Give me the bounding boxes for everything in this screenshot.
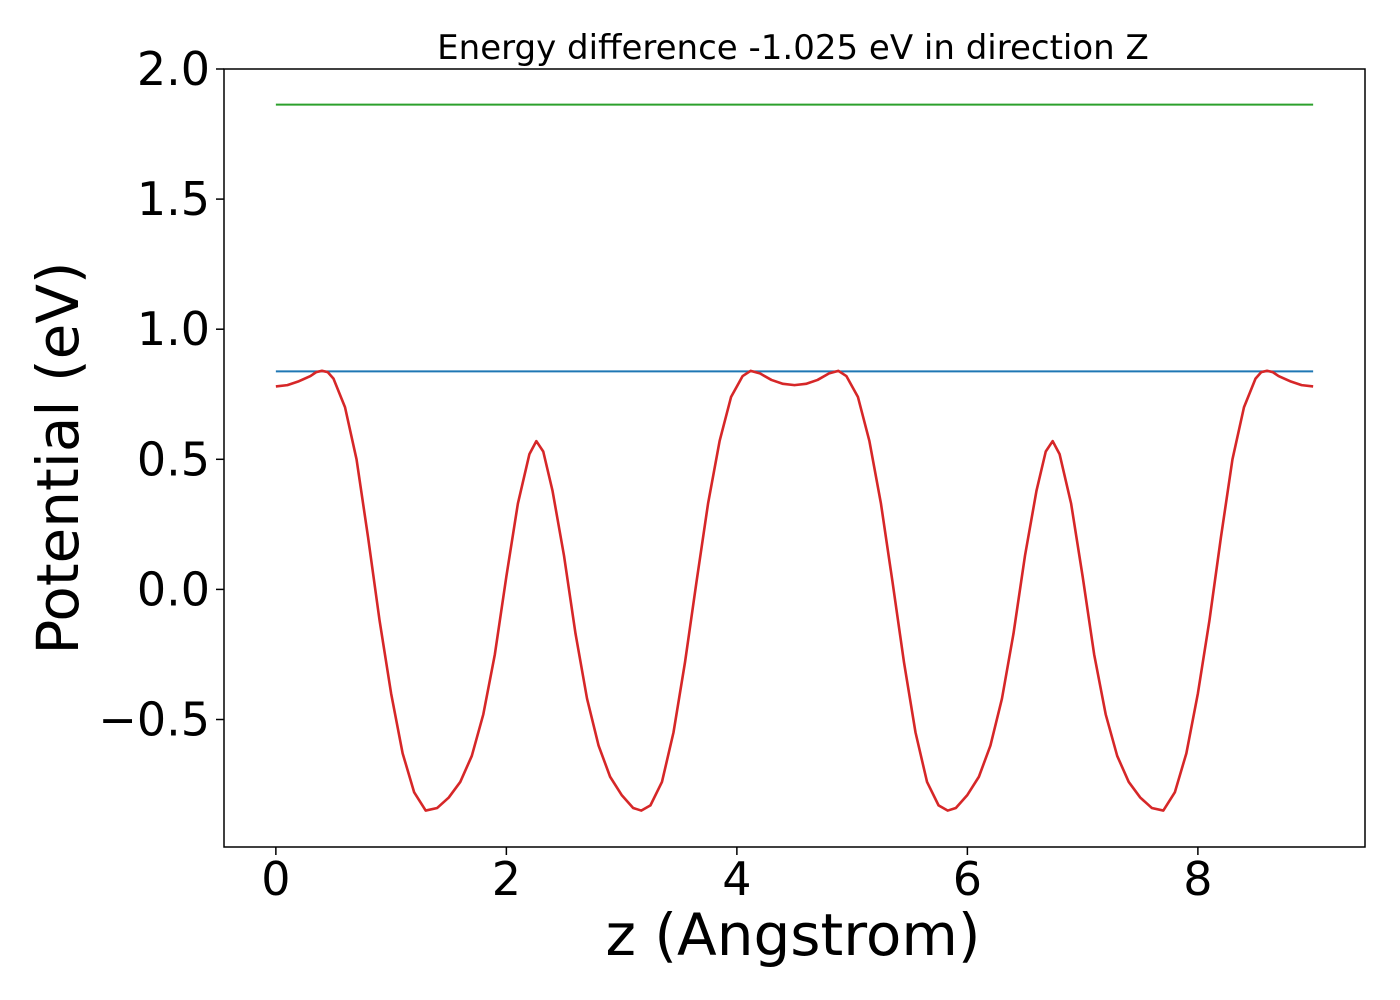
y-tick-label: 2.0	[137, 42, 210, 96]
potential-curve-0	[275, 369, 1314, 812]
axes-frame	[223, 68, 1366, 848]
y-tick-label: 0.0	[137, 562, 210, 616]
x-axis: 0 2 4 6 8	[261, 847, 1213, 906]
x-tick-label: 0	[261, 852, 290, 906]
x-tick-label: 8	[1183, 852, 1212, 906]
x-axis-label: z (Angstrom)	[606, 901, 981, 969]
x-tick-label: 4	[722, 852, 751, 906]
y-axis: −0.5 0.0 0.5 1.0 1.5 2.0	[98, 42, 224, 747]
y-tick-label: 0.5	[137, 432, 210, 486]
plot-area	[275, 103, 1314, 812]
chart-title: Energy difference -1.025 eV in direction…	[437, 28, 1149, 68]
x-tick-label: 6	[953, 852, 982, 906]
y-tick-label: 1.0	[137, 302, 210, 356]
y-tick-label: −0.5	[98, 693, 210, 747]
y-axis-label: Potential (eV)	[24, 261, 92, 654]
x-tick-label: 2	[492, 852, 521, 906]
y-tick-label: 1.5	[137, 172, 210, 226]
